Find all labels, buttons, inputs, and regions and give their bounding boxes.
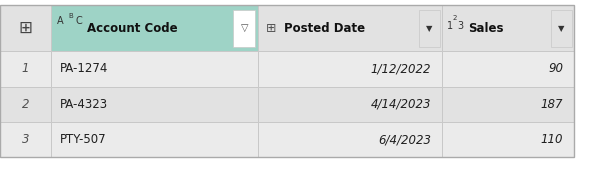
Bar: [0, 122, 51, 157]
Text: PA-4323: PA-4323: [60, 98, 108, 111]
Text: ▼: ▼: [426, 24, 432, 33]
Text: 6/4/2023: 6/4/2023: [378, 133, 431, 146]
Text: Account Code: Account Code: [87, 22, 177, 35]
Bar: [442, 86, 574, 122]
Bar: [51, 122, 258, 157]
Text: 1: 1: [21, 62, 29, 75]
Text: 110: 110: [540, 133, 563, 146]
Text: ▼: ▼: [558, 24, 564, 33]
Text: 90: 90: [548, 62, 563, 75]
Text: 1/12/2022: 1/12/2022: [370, 62, 431, 75]
Text: Sales: Sales: [468, 22, 503, 35]
Text: Posted Date: Posted Date: [284, 22, 365, 35]
Text: 1: 1: [447, 21, 453, 31]
Bar: [258, 122, 442, 157]
Text: 187: 187: [540, 98, 563, 111]
Bar: [419, 10, 440, 47]
Text: ⊞: ⊞: [266, 22, 276, 35]
Bar: [51, 86, 258, 122]
Bar: [0, 5, 574, 157]
Bar: [258, 86, 442, 122]
Bar: [258, 5, 442, 51]
Text: 3: 3: [457, 21, 463, 31]
Text: B: B: [68, 13, 73, 19]
Bar: [551, 10, 572, 47]
Bar: [233, 10, 255, 47]
Text: 4/14/2023: 4/14/2023: [370, 98, 431, 111]
Bar: [442, 5, 574, 51]
Text: ▽: ▽: [241, 23, 248, 33]
Text: A: A: [57, 16, 64, 26]
Bar: [0, 51, 51, 86]
Bar: [0, 5, 51, 51]
Text: ⊞: ⊞: [18, 19, 33, 37]
Text: 2: 2: [21, 98, 29, 111]
Text: 3: 3: [21, 133, 29, 146]
Bar: [258, 51, 442, 86]
Text: C: C: [76, 16, 82, 26]
Bar: [442, 51, 574, 86]
Text: 2: 2: [453, 15, 457, 21]
Bar: [0, 86, 51, 122]
Bar: [442, 122, 574, 157]
Bar: [51, 5, 258, 51]
Bar: [51, 51, 258, 86]
Text: PA-1274: PA-1274: [60, 62, 109, 75]
Text: PTY-507: PTY-507: [60, 133, 107, 146]
